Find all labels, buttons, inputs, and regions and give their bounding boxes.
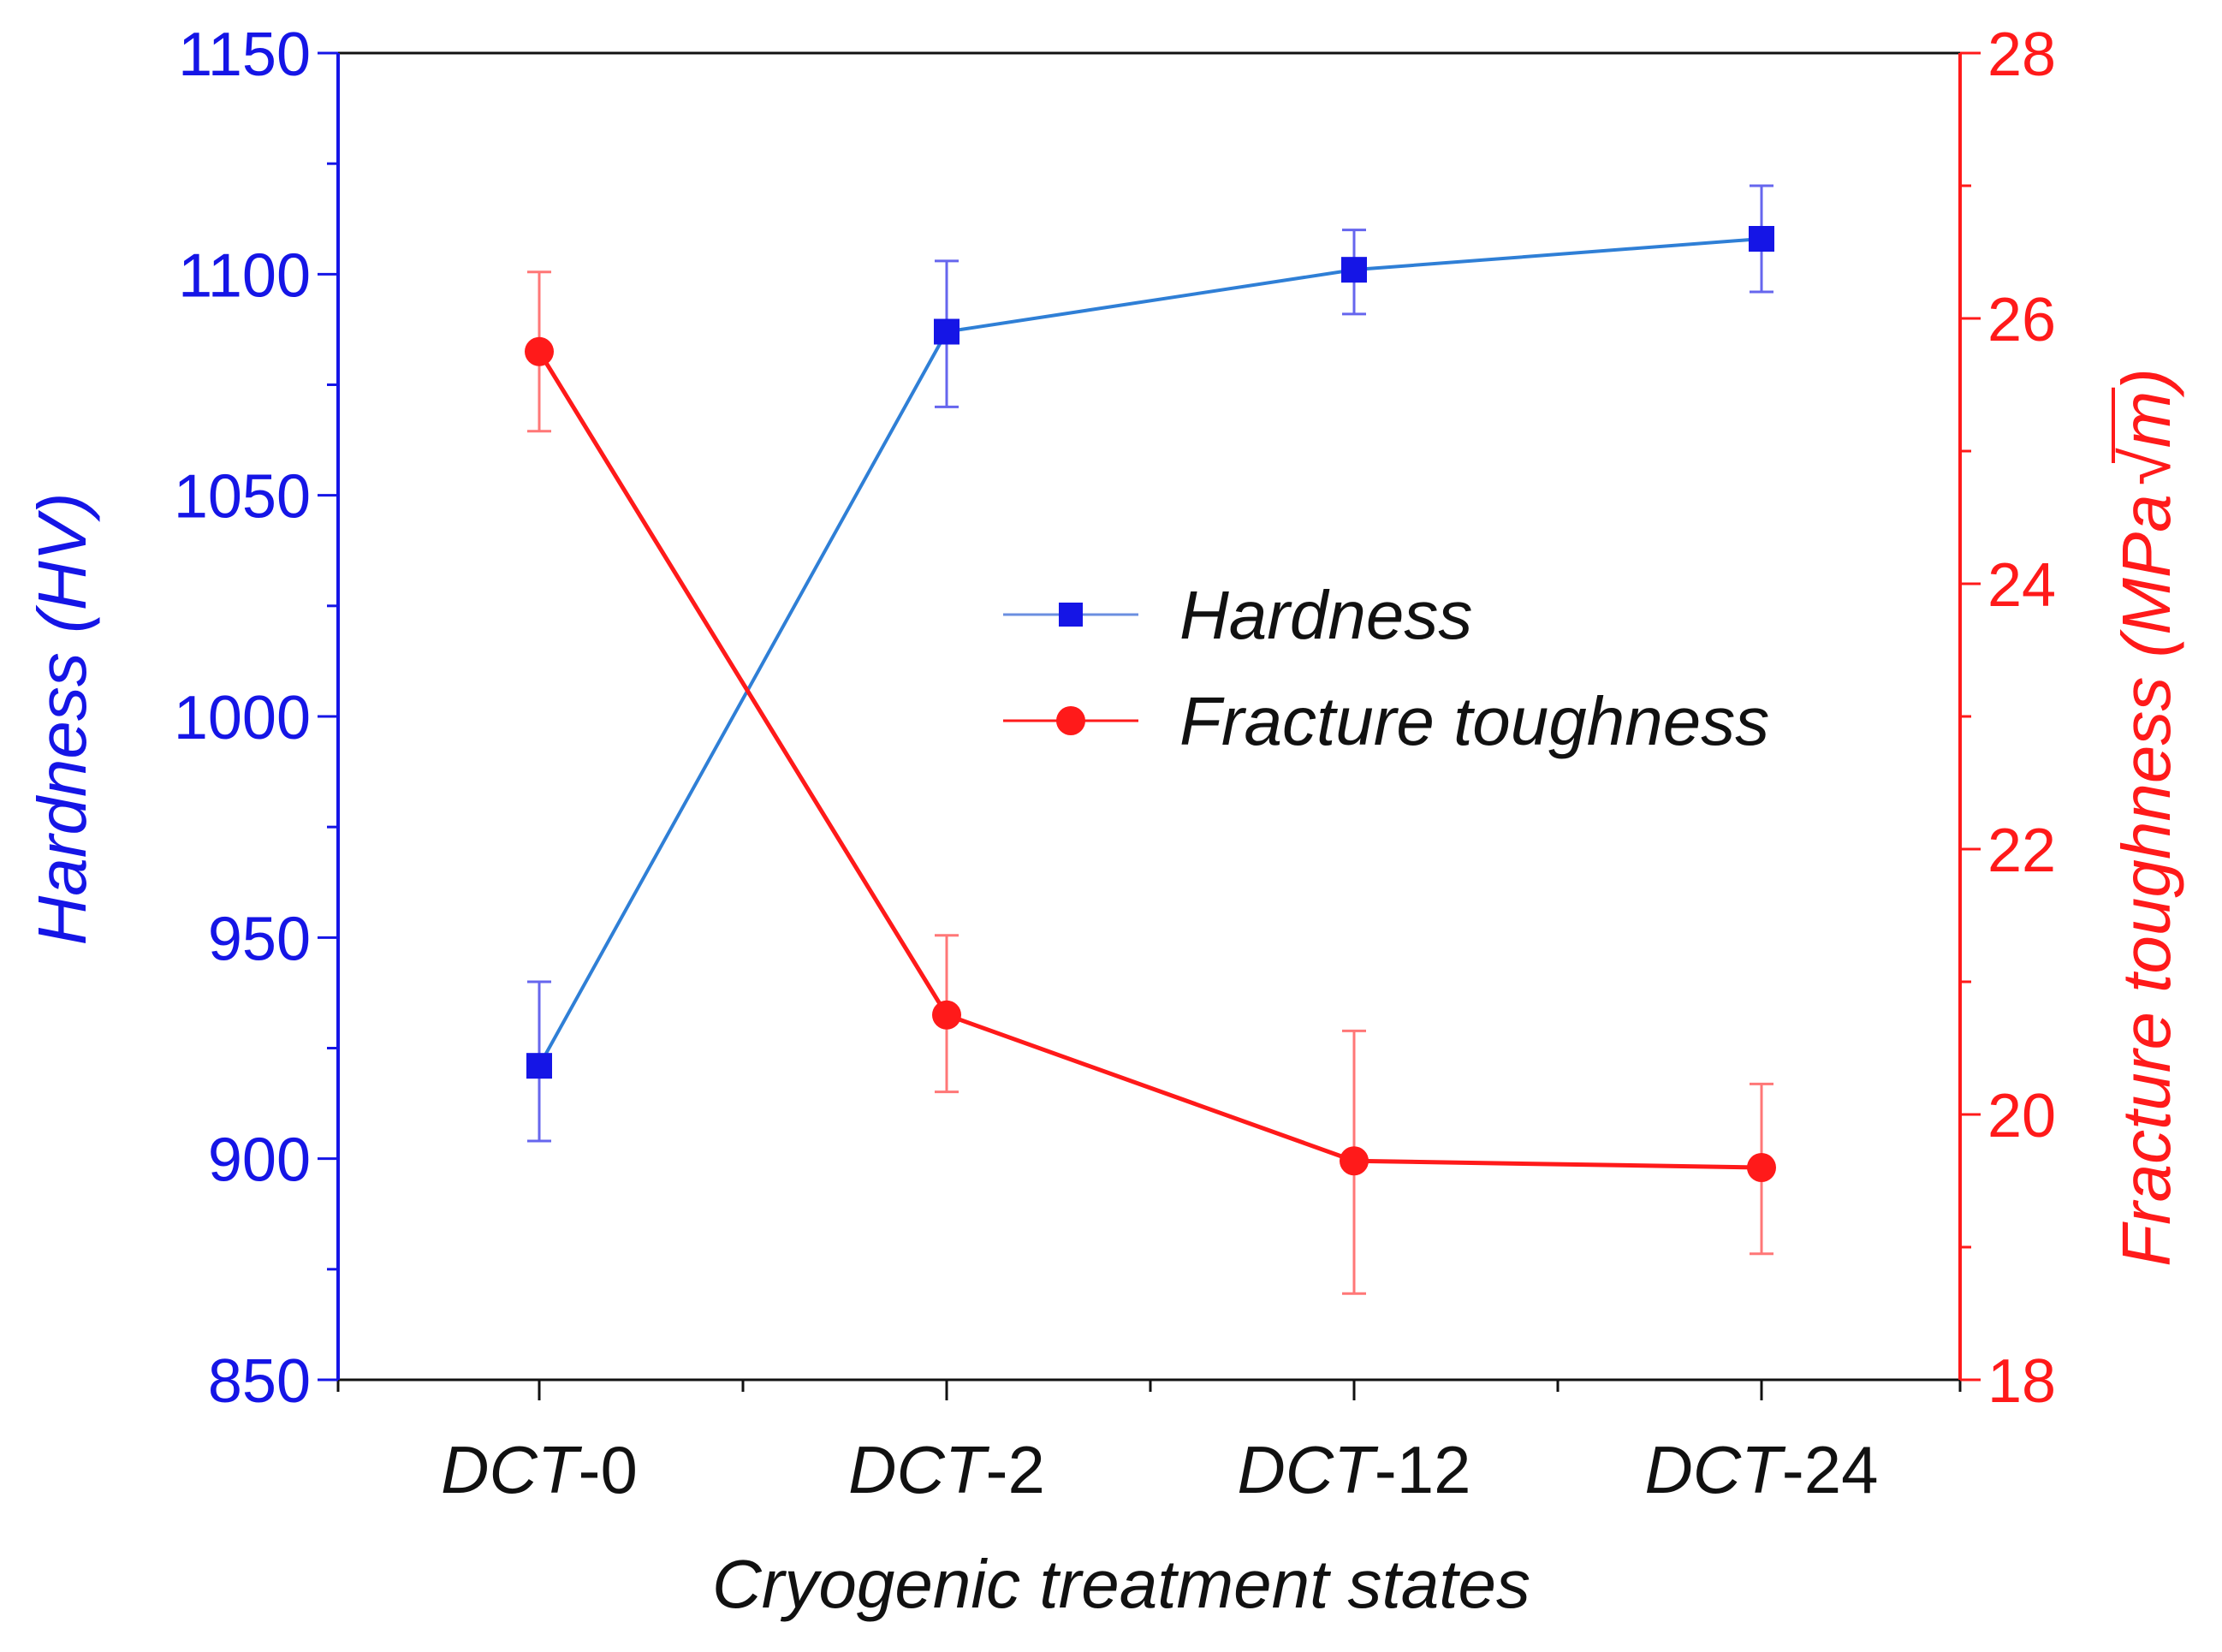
legend-label-hardness: Hardness [1179, 577, 1472, 653]
y-left-tick-label: 1100 [178, 241, 311, 310]
y-axis-right: 18 20 22 24 26 28 [1960, 21, 2056, 1416]
x-tick-label-suffix: -0 [578, 1432, 637, 1507]
y-right-title-unit: MPa [2108, 494, 2184, 635]
y-left-tick-label: 900 [208, 1126, 311, 1195]
y-right-title-text: Fracture toughness (MPa√m) [2108, 368, 2184, 1267]
y-right-title-main: Fracture toughness ( [2108, 628, 2184, 1266]
y-right-tick-label: 24 [1987, 551, 2056, 620]
y-right-title-root-arg: m [2108, 391, 2184, 449]
x-tick-label: DCT-2 [848, 1432, 1045, 1507]
y-left-tick-label: 1050 [174, 463, 311, 532]
x-axis-title: Cryogenic treatment states [712, 1546, 1530, 1622]
series-hardness [526, 184, 1774, 1143]
y-right-tick-label: 20 [1987, 1082, 2056, 1150]
y-left-tick-label: 1150 [178, 21, 311, 89]
data-point-fracture-toughness [1340, 1146, 1369, 1176]
y-right-title-root: √ [2108, 448, 2184, 485]
x-tick-label-prefix: DCT [1237, 1432, 1379, 1507]
y-right-tick-label: 28 [1987, 21, 2056, 89]
series-layer [525, 184, 1776, 1295]
y-left-tick-label: 850 [208, 1347, 311, 1416]
data-point-fracture-toughness [525, 336, 554, 366]
legend-label-fracture-toughness: Fracture toughness [1179, 683, 1769, 759]
data-point-hardness [526, 1053, 552, 1079]
data-point-fracture-toughness [932, 1000, 961, 1030]
x-tick-label: DCT-12 [1237, 1432, 1470, 1507]
x-tick-label-prefix: DCT [1644, 1432, 1786, 1507]
x-tick-label: DCT-24 [1644, 1432, 1878, 1507]
y-left-tick-label: 1000 [174, 684, 311, 752]
legend: Hardness Fracture toughness [1003, 577, 1769, 759]
series-fracture-toughness [525, 270, 1776, 1295]
x-tick-label-suffix: -24 [1782, 1432, 1879, 1507]
y-left-tick-label: 950 [208, 905, 311, 973]
data-point-hardness [934, 318, 960, 345]
data-point-fracture-toughness [1747, 1153, 1776, 1182]
series-line-fracture-toughness [537, 350, 1762, 1170]
data-point-hardness [1341, 257, 1367, 283]
x-tick-label-suffix: -2 [985, 1432, 1044, 1507]
y-axis-left-title: Hardness (HV) [24, 492, 100, 945]
x-tick-label-prefix: DCT [441, 1432, 583, 1507]
x-tick-label: DCT-0 [441, 1432, 638, 1507]
data-point-hardness [1749, 226, 1774, 252]
legend-marker-fracture-toughness [1056, 706, 1085, 735]
x-axis: DCT-0 DCT-2 DCT-12 DCT-24 [336, 1380, 1962, 1507]
y-axis-right-title: Fracture toughness (MPa√m) [2108, 368, 2184, 1267]
y-left-title-unit: HV [24, 509, 100, 610]
x-tick-label-prefix: DCT [848, 1432, 990, 1507]
y-right-tick-label: 22 [1987, 817, 2056, 885]
y-right-tick-label: 26 [1987, 286, 2056, 354]
legend-marker-hardness [1059, 603, 1083, 627]
series-line-hardness [538, 237, 1762, 1067]
y-right-tick-label: 18 [1987, 1347, 2056, 1416]
y-left-title-main: Hardness ( [24, 604, 100, 946]
x-tick-label-suffix: -12 [1375, 1432, 1471, 1507]
y-axis-left: 850 900 950 1000 1050 1100 1150 [174, 21, 338, 1416]
